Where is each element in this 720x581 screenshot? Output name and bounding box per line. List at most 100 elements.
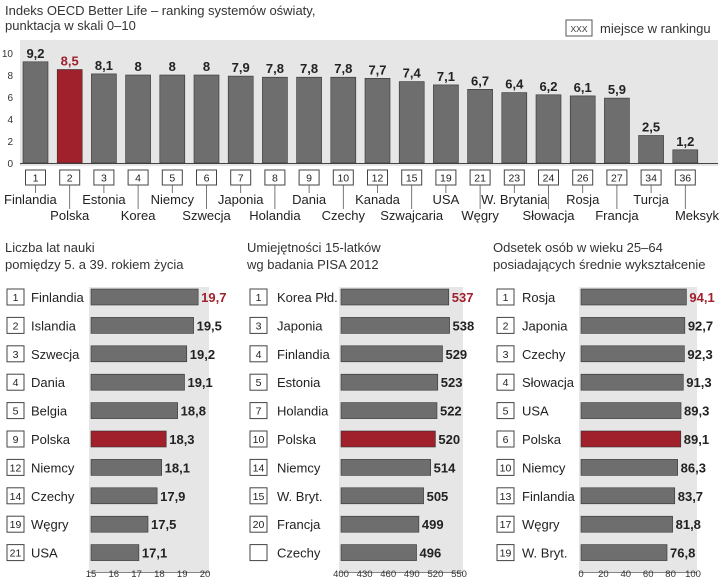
bar-value-label: 76,8 <box>670 546 695 561</box>
bar <box>580 487 676 505</box>
category-label: Dania <box>292 192 327 207</box>
panel-2-title-line-1: Odsetek osób w wieku 25–64 <box>493 240 663 255</box>
row-label: Szwecja <box>31 347 80 362</box>
rank-box <box>496 487 515 505</box>
bar-value-label: 94,1 <box>689 290 714 305</box>
panel-years-of-education: Liczba lat nauki pomiędzy 5. a 39. rokie… <box>5 240 226 580</box>
row-label: Belgia <box>31 404 68 419</box>
bar <box>569 95 596 164</box>
bar-value-label: 1,2 <box>676 134 694 149</box>
bar <box>90 345 188 363</box>
rank-box <box>496 316 515 334</box>
main-chart-title-line-1: Indeks OECD Better Life – ranking system… <box>5 3 315 18</box>
panel-2-title-line-2: posiadających średnie wykształcenie <box>493 257 705 272</box>
rank-box <box>6 458 25 476</box>
x-tick-label: 100 <box>685 569 701 580</box>
rank-box <box>496 515 515 533</box>
bar-value-label: 7,4 <box>403 66 422 81</box>
rank-label: 9 <box>306 173 312 185</box>
bar-value-label: 18,1 <box>165 460 190 475</box>
bar-value-label: 86,3 <box>681 460 706 475</box>
bar-value-label: 89,1 <box>684 432 709 447</box>
rank-label: 1 <box>503 292 509 304</box>
bar <box>638 135 664 164</box>
bar <box>125 74 151 164</box>
bar <box>340 515 420 533</box>
rank-label: 21 <box>10 548 22 560</box>
bar-value-label: 522 <box>440 404 462 419</box>
bar-value-label: 499 <box>422 517 444 532</box>
bar <box>604 97 630 164</box>
bar <box>501 92 528 164</box>
rank-box <box>249 487 268 505</box>
category-label: Turcja <box>633 192 669 207</box>
x-tick-label: 18 <box>154 569 165 580</box>
y-tick-label: 4 <box>7 115 13 126</box>
rank-label: 4 <box>13 377 19 389</box>
row-label: Czechy <box>522 347 566 362</box>
category-label: Węgry <box>461 208 499 223</box>
row-label: Niemcy <box>277 460 321 475</box>
rank-box <box>496 544 515 562</box>
bar <box>296 76 322 164</box>
x-tick-label: 520 <box>427 569 443 580</box>
rank-label: 17 <box>500 519 512 531</box>
rank-label: 5 <box>503 406 509 418</box>
rank-label: 15 <box>406 173 418 185</box>
bar-value-label: 7,9 <box>232 60 250 75</box>
panel-secondary-education: Odsetek osób w wieku 25–64 posiadających… <box>493 240 715 580</box>
row-label: Czechy <box>31 489 75 504</box>
x-tick-label: 20 <box>200 569 211 580</box>
bar <box>467 89 493 164</box>
row-label: Polska <box>31 432 71 447</box>
bar <box>22 61 49 164</box>
bar-value-label: 537 <box>452 290 474 305</box>
row-label: Czechy <box>277 546 321 561</box>
category-label: Kanada <box>355 192 401 207</box>
rank-label: 21 <box>474 173 486 185</box>
category-label: Niemcy <box>151 192 195 207</box>
row-label: Słowacja <box>522 375 575 390</box>
bar <box>90 373 185 391</box>
bar <box>227 75 254 164</box>
rank-label: 8 <box>272 173 278 185</box>
category-label: Słowacja <box>522 208 575 223</box>
bar-value-label: 19,5 <box>197 318 222 333</box>
rank-box <box>249 373 268 391</box>
y-tick-label: 6 <box>7 93 13 104</box>
rank-box <box>6 402 25 420</box>
bar <box>580 544 668 561</box>
x-tick-label: 16 <box>109 569 120 580</box>
bar-value-label: 8 <box>203 59 210 74</box>
rank-label: 12 <box>10 462 22 474</box>
legend-rank-box <box>565 19 593 37</box>
category-label: Francja <box>595 208 639 223</box>
rank-label: 2 <box>503 320 509 332</box>
x-tick-label: 460 <box>380 569 396 580</box>
rank-label: 23 <box>508 173 520 185</box>
rank-label: 10 <box>500 462 512 474</box>
rank-label: 13 <box>500 491 512 503</box>
bar <box>90 544 140 561</box>
rank-box <box>249 544 268 562</box>
bar <box>580 430 682 448</box>
category-label: Estonia <box>82 192 126 207</box>
rank-label: 20 <box>253 519 265 531</box>
category-label: W. Brytania <box>481 192 548 207</box>
bar-value-label: 19,7 <box>201 290 226 305</box>
row-label: Japonia <box>522 318 568 333</box>
rank-box <box>496 458 515 476</box>
bar <box>672 149 699 164</box>
bar <box>580 317 686 334</box>
rank-label: 4 <box>135 173 141 185</box>
rank-label: 14 <box>10 491 22 503</box>
bar-value-label: 8,1 <box>95 58 113 73</box>
x-tick-label: 17 <box>131 569 142 580</box>
row-label: Niemcy <box>31 460 75 475</box>
rank-label: 7 <box>256 406 262 418</box>
bar <box>90 317 194 334</box>
rank-label: 3 <box>101 173 107 185</box>
bar <box>340 288 450 306</box>
bar-value-label: 514 <box>434 460 456 475</box>
